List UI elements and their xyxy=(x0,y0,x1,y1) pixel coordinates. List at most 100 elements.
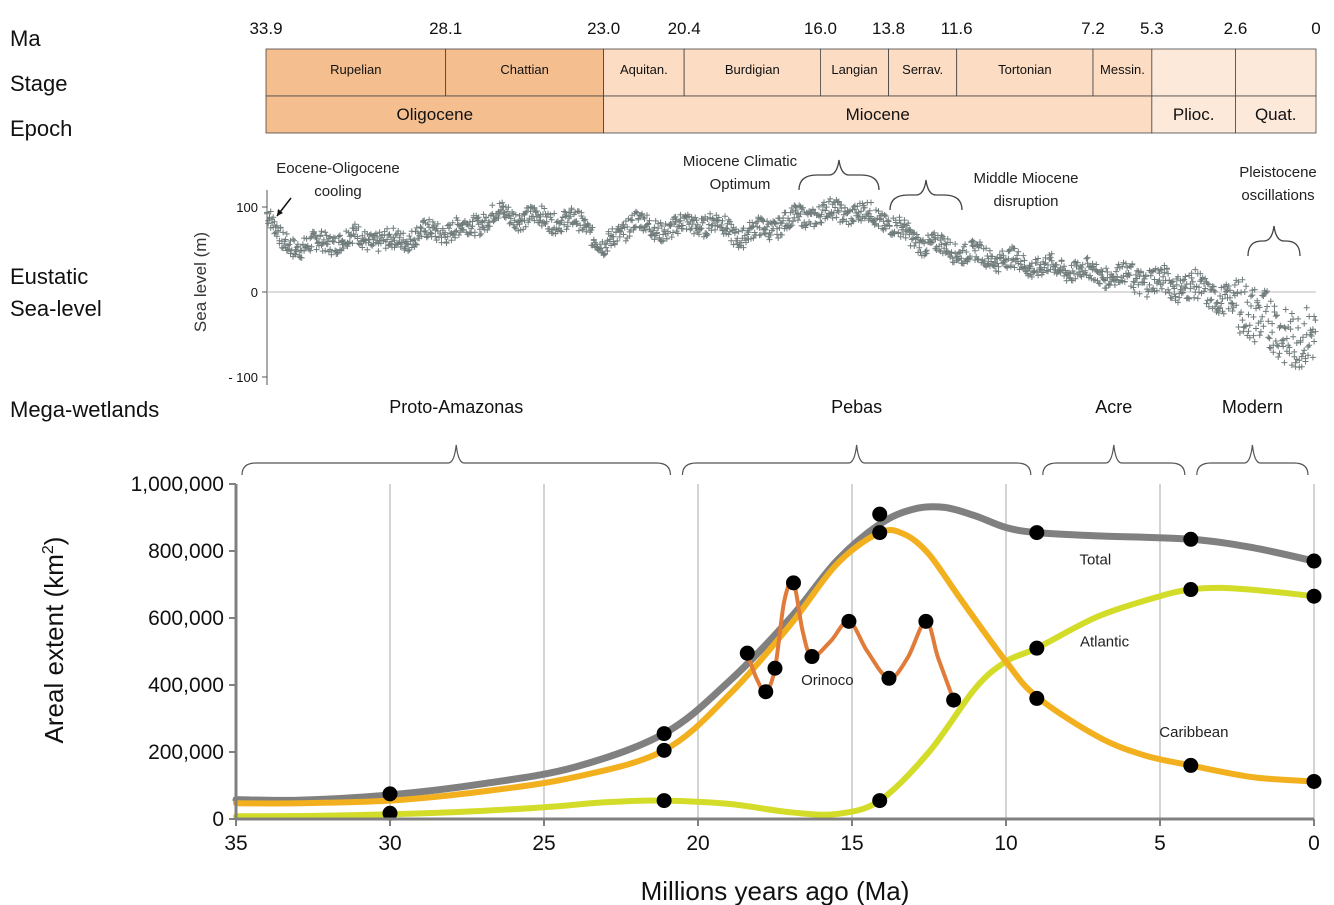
megawetland-label-acre: Acre xyxy=(1095,397,1132,417)
brace-modern xyxy=(1196,444,1309,476)
stage-label-aquitan: Aquitan. xyxy=(620,62,668,77)
stage-label-serrav: Serrav. xyxy=(902,62,943,77)
data-point-orinoco-6 xyxy=(881,670,897,686)
stage-cell-messin xyxy=(1092,48,1153,97)
annotation-pleistocene-2: oscillations xyxy=(1241,187,1314,204)
epoch-label-miocene: Miocene xyxy=(846,105,910,124)
x-tick-label-35: 35 xyxy=(224,832,247,855)
annotation-mco-2: Optimum xyxy=(710,176,771,193)
ma-tick-7-2: 7.2 xyxy=(1081,19,1105,38)
data-point-total-5 xyxy=(1306,553,1322,569)
data-point-atlantic-2 xyxy=(1029,640,1045,656)
epoch-cell-miocene xyxy=(603,95,1153,134)
series-label-caribbean: Caribbean xyxy=(1159,724,1228,741)
ma-tick-33-9: 33.9 xyxy=(249,19,282,38)
brace-pleistocene xyxy=(1247,225,1301,257)
x-tick-label-30: 30 xyxy=(378,832,401,855)
x-tick-label-5: 5 xyxy=(1154,832,1166,855)
ma-tick-28-1: 28.1 xyxy=(429,19,462,38)
stage-label-tortonian: Tortonian xyxy=(998,62,1051,77)
series-line-orinoco xyxy=(745,579,956,703)
data-point-total-0 xyxy=(382,786,398,802)
series-layer: Total Atlantic Orinoco Caribbean xyxy=(232,503,1322,821)
data-point-total-2 xyxy=(872,506,888,522)
annotation-eocene-oligocene-2: cooling xyxy=(314,183,362,200)
data-point-orinoco-5 xyxy=(841,613,857,629)
megawetland-braces: Proto-Amazonas Pebas Acre Modern xyxy=(241,397,1309,476)
ma-tick-11-6: 11.6 xyxy=(941,19,973,38)
data-point-atlantic-4 xyxy=(1306,588,1322,604)
data-point-caribbean-2 xyxy=(872,525,888,541)
data-point-atlantic-1 xyxy=(872,793,888,809)
x-tick-label-20: 20 xyxy=(686,832,709,855)
data-point-orinoco-2 xyxy=(767,660,783,676)
ma-tick-20-4: 20.4 xyxy=(668,19,701,38)
data-point-orinoco-1 xyxy=(758,684,774,700)
data-point-orinoco-3 xyxy=(785,575,801,591)
annotation-eocene-oligocene-1: Eocene-Oligocene xyxy=(276,160,399,177)
data-point-caribbean-0 xyxy=(382,805,398,821)
epoch-label-plioc: Plioc. xyxy=(1173,105,1215,124)
y-tick-label-400-000: 400,000 xyxy=(148,674,224,697)
sea-level-annotations: Eocene-Oligocene cooling Miocene Climati… xyxy=(276,153,1317,257)
ma-tick-2-6: 2.6 xyxy=(1224,19,1248,38)
stage-cell-serrav xyxy=(888,48,958,97)
data-point-caribbean-1 xyxy=(656,742,672,758)
brace-mmd xyxy=(889,179,963,211)
epoch-row: Oligocene Miocene Plioc. Quat. xyxy=(265,95,1317,134)
ma-tick-5-3: 5.3 xyxy=(1140,19,1164,38)
x-tick-label-0: 0 xyxy=(1308,832,1320,855)
annotation-arrowhead xyxy=(277,209,283,216)
axes: 0 200,000 400,000 600,000 800,000 1,000,000 35… xyxy=(131,473,1320,855)
megawetland-label-proto-amazonas: Proto-Amazonas xyxy=(389,397,523,417)
y-tick-label-1-000-000: 1,000,000 xyxy=(131,473,224,496)
stage-label-messin: Messin. xyxy=(1100,62,1145,77)
row-label-sealevel: Sea-level xyxy=(10,296,102,321)
gridlines xyxy=(389,484,1315,819)
series-label-total: Total xyxy=(1079,551,1111,568)
ma-tick-labels: 33.9 28.1 23.0 20.4 16.0 13.8 11.6 7.2 5.3 2.6 0 xyxy=(249,19,1320,38)
data-point-atlantic-0 xyxy=(656,793,672,809)
stage-cell-blank-9 xyxy=(1235,48,1317,97)
data-point-atlantic-3 xyxy=(1183,582,1199,598)
areal-extent-chart: Total Atlantic Orinoco Caribbean 0 200,000 40… xyxy=(39,473,1322,905)
annotation-mmd-2: disruption xyxy=(993,193,1058,210)
data-point-orinoco-8 xyxy=(946,692,962,708)
brace-acre xyxy=(1042,444,1186,476)
annotation-pleistocene-1: Pleistocene xyxy=(1239,164,1317,181)
sea-level-ticks: 100 0 - 100 xyxy=(228,200,1316,385)
epoch-cell-quat xyxy=(1235,95,1317,134)
data-point-orinoco-7 xyxy=(918,613,934,629)
ma-tick-0: 0 xyxy=(1311,19,1320,38)
row-label-stage: Stage xyxy=(10,71,68,96)
series-line-total xyxy=(232,503,1318,804)
data-point-total-4 xyxy=(1183,531,1199,547)
annotation-mco-1: Miocene Climatic xyxy=(683,153,798,170)
data-point-orinoco-0 xyxy=(739,645,755,661)
brace-pebas xyxy=(681,444,1032,476)
sea-level-panel: Sea level (m) 100 0 - 100 Eocene-Oligocene… xyxy=(191,153,1319,385)
stage-label-rupelian: Rupelian xyxy=(330,62,381,77)
x-tick-label-25: 25 xyxy=(532,832,555,855)
data-point-total-3 xyxy=(1029,525,1045,541)
sea-level-axis-label: Sea level (m) xyxy=(191,232,210,332)
row-label-ma: Ma xyxy=(10,26,41,51)
row-label-epoch: Epoch xyxy=(10,116,72,141)
series-line-atlantic xyxy=(233,584,1317,820)
row-label-eustatic: Eustatic xyxy=(10,264,88,289)
megawetland-label-pebas: Pebas xyxy=(831,397,882,417)
epoch-cell-oligocene xyxy=(265,95,605,134)
data-point-total-1 xyxy=(656,726,672,742)
stage-label-burdigian: Burdigian xyxy=(725,62,780,77)
brace-mco xyxy=(798,159,880,191)
sea-level-tick-100: 100 xyxy=(236,200,258,215)
y-tick-label-800-000: 800,000 xyxy=(148,540,224,563)
sea-level-data xyxy=(264,195,1319,371)
stage-cell-blank-8 xyxy=(1151,48,1236,97)
sea-level-tick-0: 0 xyxy=(251,285,258,300)
stage-cell-burdigian xyxy=(683,48,821,97)
data-point-caribbean-4 xyxy=(1183,757,1199,773)
data-point-caribbean-3 xyxy=(1029,690,1045,706)
y-tick-label-600-000: 600,000 xyxy=(148,607,224,630)
